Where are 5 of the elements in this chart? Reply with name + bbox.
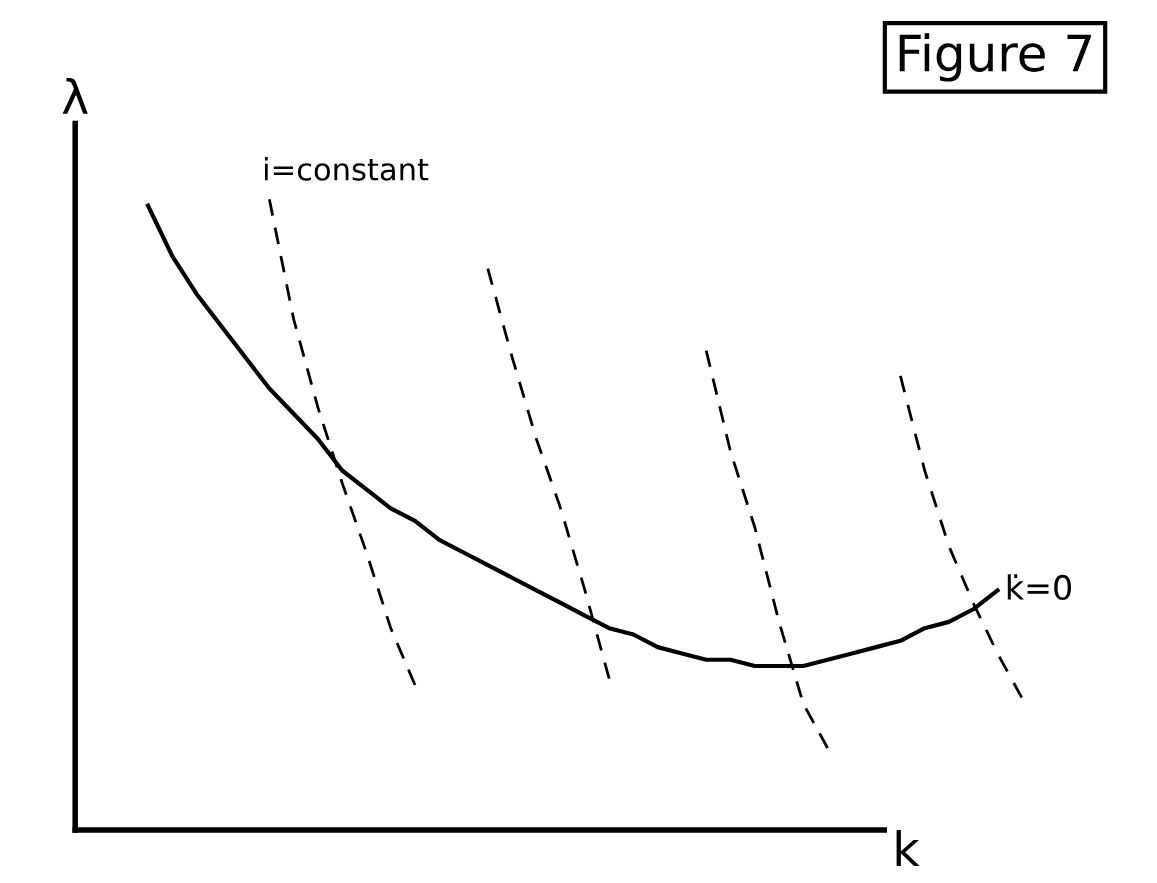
x-axis-title: k bbox=[896, 830, 920, 866]
series-label: i=constant bbox=[264, 157, 429, 181]
series-label: k̇=0 bbox=[1007, 574, 1072, 601]
y-axis-title: λ bbox=[62, 77, 88, 114]
chart-title: Figure 7 bbox=[899, 33, 1091, 82]
